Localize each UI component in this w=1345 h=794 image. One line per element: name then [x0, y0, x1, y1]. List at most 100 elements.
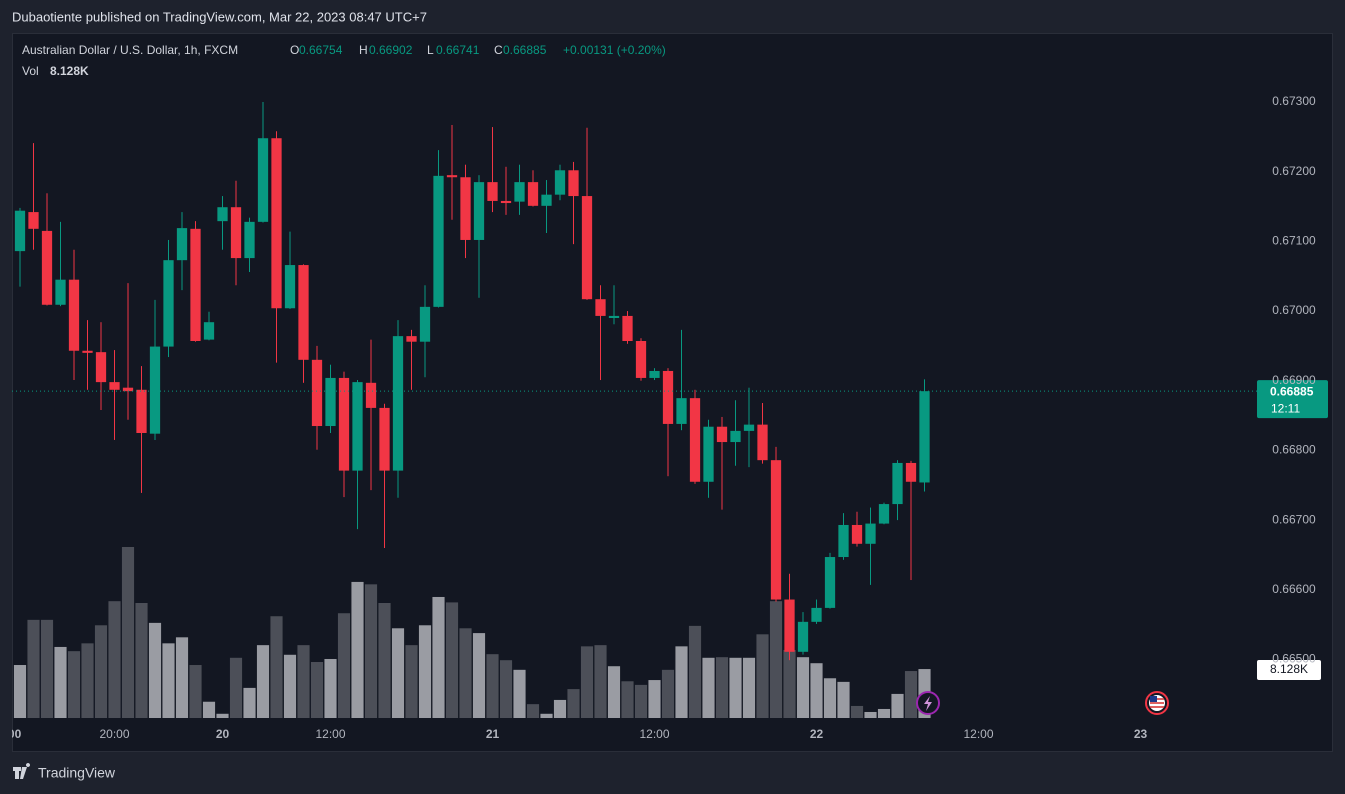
candle-body — [338, 377, 350, 471]
candle-body — [392, 336, 404, 471]
overlay: 0.66885 12:11 8.128K — [12, 380, 1328, 681]
candle-body — [662, 370, 674, 424]
last-price-tag — [1257, 380, 1328, 419]
volume-bar — [459, 628, 472, 718]
x-tick-label: 23 — [1134, 727, 1148, 741]
candle-body — [811, 607, 822, 622]
ohlc-value: 0.66902 — [369, 43, 413, 57]
candle-body — [41, 230, 53, 305]
volume-bar — [27, 619, 40, 718]
volume-bar — [850, 705, 864, 718]
y-tick-label: 0.66500 — [1272, 652, 1316, 666]
candle-body — [797, 621, 809, 652]
volume-bar — [715, 657, 729, 718]
x-tick-label: 00 — [8, 727, 22, 741]
volume-bar — [162, 643, 175, 718]
brand-name: TradingView — [38, 765, 116, 781]
volume-bar — [175, 637, 189, 718]
candle-body — [554, 170, 566, 195]
candle-body — [919, 391, 930, 483]
x-tick-label: 12:00 — [639, 727, 669, 741]
volume-bar — [148, 622, 162, 718]
x-tick-label: 22 — [810, 727, 824, 741]
candle-body — [311, 359, 323, 427]
y-tick-label: 0.67000 — [1272, 303, 1316, 317]
y-tick-label: 0.67300 — [1272, 94, 1316, 108]
x-tick-label: 12:00 — [315, 727, 345, 741]
candle-body — [824, 557, 836, 608]
candle-body — [473, 182, 485, 240]
volume-bar — [756, 634, 769, 718]
volume-bar — [769, 601, 783, 718]
lightning — [924, 696, 932, 711]
candle-body — [365, 382, 377, 408]
volume-bar — [13, 665, 27, 718]
candle-body — [676, 398, 687, 424]
volume-bar — [486, 654, 499, 718]
volume-bar — [243, 687, 256, 718]
y-tick-label: 0.67100 — [1272, 234, 1316, 248]
candle-body — [487, 182, 498, 201]
candle-body — [541, 194, 552, 206]
countdown: 12:11 — [1271, 401, 1300, 415]
candle-body — [379, 407, 390, 471]
volume-bar — [742, 657, 756, 718]
candle-body — [244, 221, 255, 259]
candle-body — [500, 200, 512, 204]
volume-bar — [54, 646, 67, 718]
candle-body — [703, 426, 714, 482]
volume-bar — [607, 666, 621, 718]
candle-body — [122, 387, 134, 392]
candle-body — [176, 228, 188, 261]
volume-bar — [337, 613, 351, 718]
volume-bar — [364, 584, 378, 718]
volume-bar — [121, 547, 135, 718]
ohlc-value: 0.66741 — [436, 43, 480, 57]
volume-bar — [202, 701, 216, 718]
candle-body — [433, 175, 444, 307]
volume-bar — [702, 657, 715, 718]
candle-body — [716, 426, 728, 443]
candle-body — [892, 462, 903, 505]
volume-bar — [40, 619, 54, 718]
volume-bar — [405, 645, 418, 718]
candle-body — [136, 389, 147, 433]
candle-body — [446, 175, 458, 178]
ohlc-label: O — [290, 43, 299, 57]
candle-body — [905, 462, 917, 482]
volume-bar — [283, 654, 297, 718]
candle-body — [514, 182, 525, 202]
candle-body — [271, 138, 282, 309]
candle-body — [595, 299, 606, 316]
events-icon[interactable] — [916, 691, 940, 715]
volume-bar — [567, 689, 580, 718]
candle-body — [217, 207, 228, 222]
volume-bar — [621, 681, 634, 718]
time-axis: 00 20:00 20 12:00 21 12:00 22 12:00 23 — [8, 727, 1148, 741]
volume-bar — [256, 645, 270, 718]
candle-body — [190, 228, 201, 342]
x-tick-label: 20 — [216, 727, 230, 741]
candle-body — [55, 279, 66, 305]
brand-logo — [13, 763, 31, 779]
candle-body — [743, 424, 755, 431]
volume-bar — [823, 678, 837, 718]
volume-bar — [499, 660, 513, 718]
last-price-value: 0.66885 — [1270, 384, 1314, 398]
volume-bar — [783, 649, 796, 718]
volume-bar — [634, 684, 648, 718]
volume-bar — [513, 669, 526, 718]
volume-bar — [445, 602, 459, 718]
volume-bar — [675, 646, 688, 718]
candle-layer — [14, 101, 930, 661]
x-tick-label: 12:00 — [963, 727, 993, 741]
candle-body — [622, 315, 633, 342]
ohlc-value: 0.66885 — [503, 43, 547, 57]
symbol-name: Australian Dollar / U.S. Dollar, 1h, FXC… — [22, 43, 238, 57]
candle-body — [730, 430, 741, 443]
volume-bar — [378, 602, 391, 718]
candle-body — [109, 382, 120, 390]
economic-event-flag[interactable] — [1145, 691, 1169, 715]
y-tick-label: 0.67200 — [1272, 164, 1316, 178]
